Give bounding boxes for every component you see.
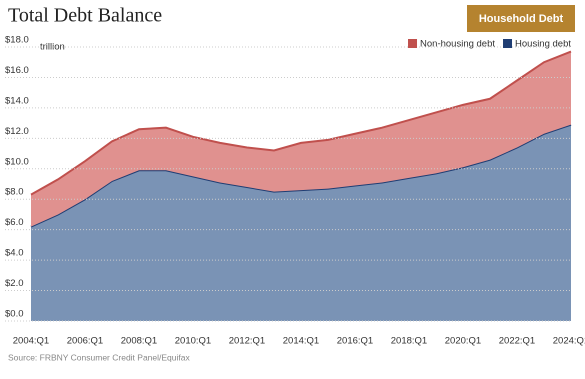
y-tick-label: $16.0 xyxy=(5,65,29,76)
legend-label: Non-housing debt xyxy=(420,39,495,50)
y-tick-label: $6.0 xyxy=(5,217,24,228)
y-tick-label: $10.0 xyxy=(5,156,29,167)
x-tick-label: 2016:Q1 xyxy=(337,336,373,347)
x-tick-label: 2018:Q1 xyxy=(391,336,427,347)
x-tick-label: 2008:Q1 xyxy=(121,336,157,347)
y-tick-label: $14.0 xyxy=(5,95,29,106)
unit-label: trillion xyxy=(40,42,65,53)
area-line xyxy=(30,50,572,196)
y-tick-label: $4.0 xyxy=(5,248,24,259)
y-tick-label: $8.0 xyxy=(5,187,24,198)
x-tick-label: 2022:Q1 xyxy=(499,336,535,347)
legend-swatch xyxy=(408,39,418,48)
x-tick-label: 2014:Q1 xyxy=(283,336,319,347)
x-tick-label: 2006:Q1 xyxy=(67,336,103,347)
y-tick-label: $2.0 xyxy=(5,278,24,289)
x-tick-label: 2024:Q1 xyxy=(553,336,585,347)
y-tick-label: $0.0 xyxy=(5,309,24,320)
y-tick-label: $18.0 xyxy=(5,35,29,46)
button[interactable]: Household Debt xyxy=(479,13,564,25)
legend-label: Housing debt xyxy=(515,39,571,50)
x-tick-label: 2012:Q1 xyxy=(229,336,265,347)
chart-title: Total Debt Balance xyxy=(8,5,162,27)
y-tick-label: $12.0 xyxy=(5,126,29,137)
source: Source: FRBNY Consumer Credit Panel/Equi… xyxy=(8,352,190,362)
area xyxy=(31,51,571,227)
button-bg[interactable] xyxy=(467,5,575,32)
x-tick-label: 2010:Q1 xyxy=(175,336,211,347)
x-tick-label: 2020:Q1 xyxy=(445,336,481,347)
legend-swatch xyxy=(503,39,513,48)
x-tick-label: 2004:Q1 xyxy=(13,336,49,347)
